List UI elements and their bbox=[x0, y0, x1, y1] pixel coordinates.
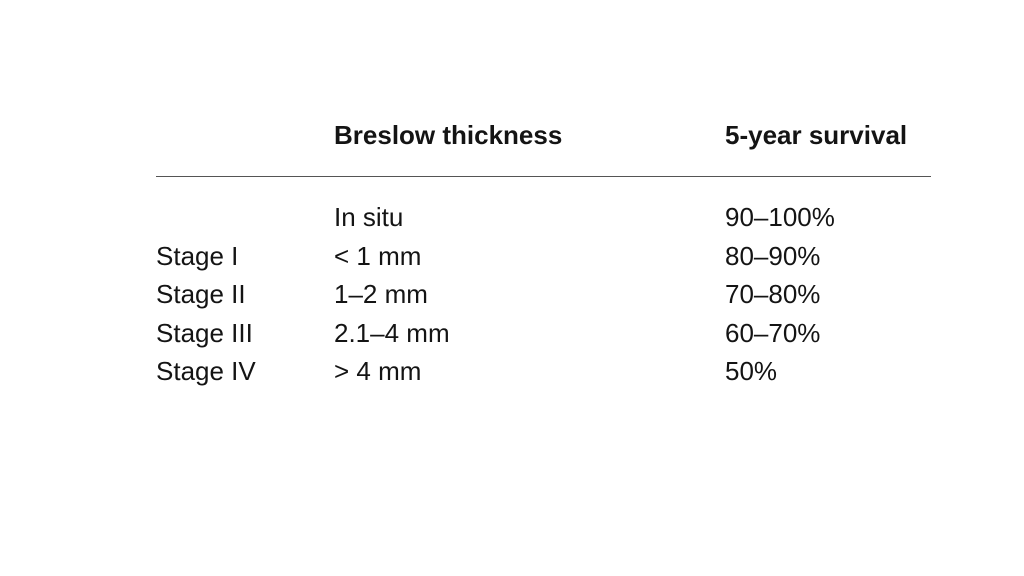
header-five-year-survival: 5-year survival bbox=[725, 120, 908, 150]
table-row: Stage IV > 4 mm 50% bbox=[156, 352, 931, 391]
thickness-cell: 2.1–4 mm bbox=[334, 317, 450, 348]
table-header-row: Breslow thickness 5-year survival bbox=[156, 116, 931, 154]
staging-table: Breslow thickness 5-year survival In sit… bbox=[156, 116, 931, 386]
table-row: Stage I < 1 mm 80–90% bbox=[156, 237, 931, 276]
header-divider bbox=[156, 176, 931, 177]
thickness-cell: > 4 mm bbox=[334, 356, 422, 386]
thickness-cell: 1–2 mm bbox=[334, 279, 428, 309]
thickness-cell: In situ bbox=[334, 202, 404, 232]
survival-cell: 60–70% bbox=[725, 317, 821, 348]
survival-cell: 70–80% bbox=[725, 279, 821, 309]
stage-cell: Stage II bbox=[156, 279, 246, 309]
stage-cell: Stage I bbox=[156, 240, 239, 271]
header-breslow-thickness: Breslow thickness bbox=[334, 120, 563, 150]
table-row: In situ 90–100% bbox=[156, 198, 931, 237]
table-row: Stage III 2.1–4 mm 60–70% bbox=[156, 314, 931, 353]
table-body: In situ 90–100% Stage I < 1 mm 80–90% St… bbox=[156, 198, 931, 391]
survival-cell: 50% bbox=[725, 356, 778, 386]
stage-cell: Stage III bbox=[156, 317, 253, 348]
survival-cell: 90–100% bbox=[725, 202, 835, 232]
table-row: Stage II 1–2 mm 70–80% bbox=[156, 275, 931, 314]
stage-cell: Stage IV bbox=[156, 356, 256, 386]
thickness-cell: < 1 mm bbox=[334, 240, 422, 271]
survival-cell: 80–90% bbox=[725, 240, 821, 271]
